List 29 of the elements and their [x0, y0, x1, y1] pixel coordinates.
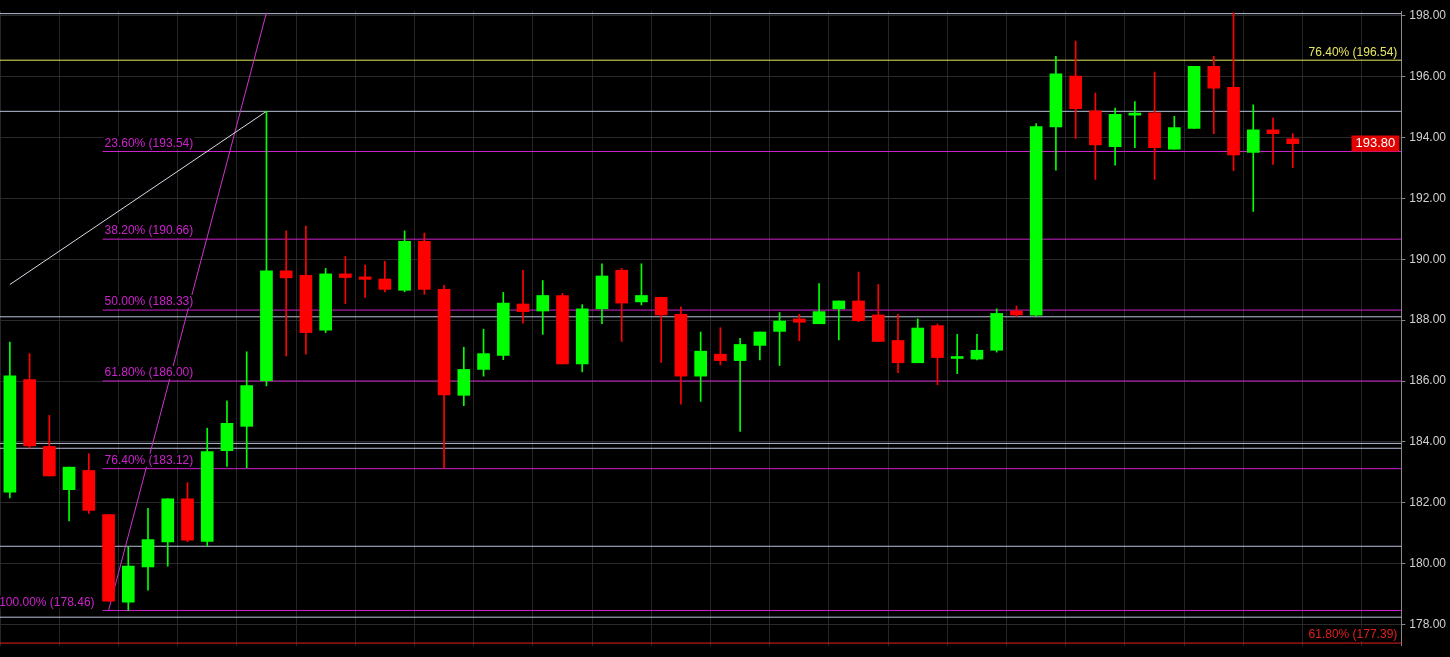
- y-tick-label: 190.00: [1409, 251, 1447, 266]
- y-tick-label: 182.00: [1409, 495, 1447, 510]
- candlestick: [1286, 133, 1300, 168]
- candlestick: [1128, 101, 1142, 148]
- annotation: 193.80: [1355, 135, 1396, 151]
- ref-line-label: 61.80% (186.00): [104, 365, 194, 380]
- y-tick-label: 186.00: [1409, 373, 1447, 388]
- ref-line-label: 23.60% (193.54): [104, 135, 194, 150]
- candlestick: [279, 230, 293, 357]
- y-tick-label: 184.00: [1409, 434, 1447, 449]
- y-tick-label: 194.00: [1409, 129, 1447, 144]
- y-tick-label: 188.00: [1409, 312, 1447, 327]
- candlestick: [1246, 104, 1260, 212]
- ref-line-label: 76.40% (183.12): [104, 452, 194, 467]
- ref-line-label: 38.20% (190.66): [104, 223, 194, 238]
- y-tick-label: 192.00: [1409, 190, 1447, 205]
- candlestick: [358, 264, 372, 298]
- y-tick-label: 178.00: [1409, 616, 1447, 631]
- y-tick-label: 196.00: [1409, 68, 1447, 83]
- ref-line-label: 50.00% (188.33): [104, 294, 194, 309]
- ref-line-label: 100.00% (178.46): [0, 594, 95, 609]
- candlestick: [516, 269, 530, 324]
- y-tick-label: 198.00: [1409, 8, 1447, 23]
- candlestick: [832, 300, 846, 341]
- ref-line-label: 61.80% (177.39): [1308, 627, 1398, 642]
- y-tick-label: 180.00: [1409, 555, 1447, 570]
- candlestick: [950, 334, 964, 375]
- candlestick: [733, 338, 747, 432]
- ref-line-label: 76.40% (196.54): [1308, 44, 1398, 59]
